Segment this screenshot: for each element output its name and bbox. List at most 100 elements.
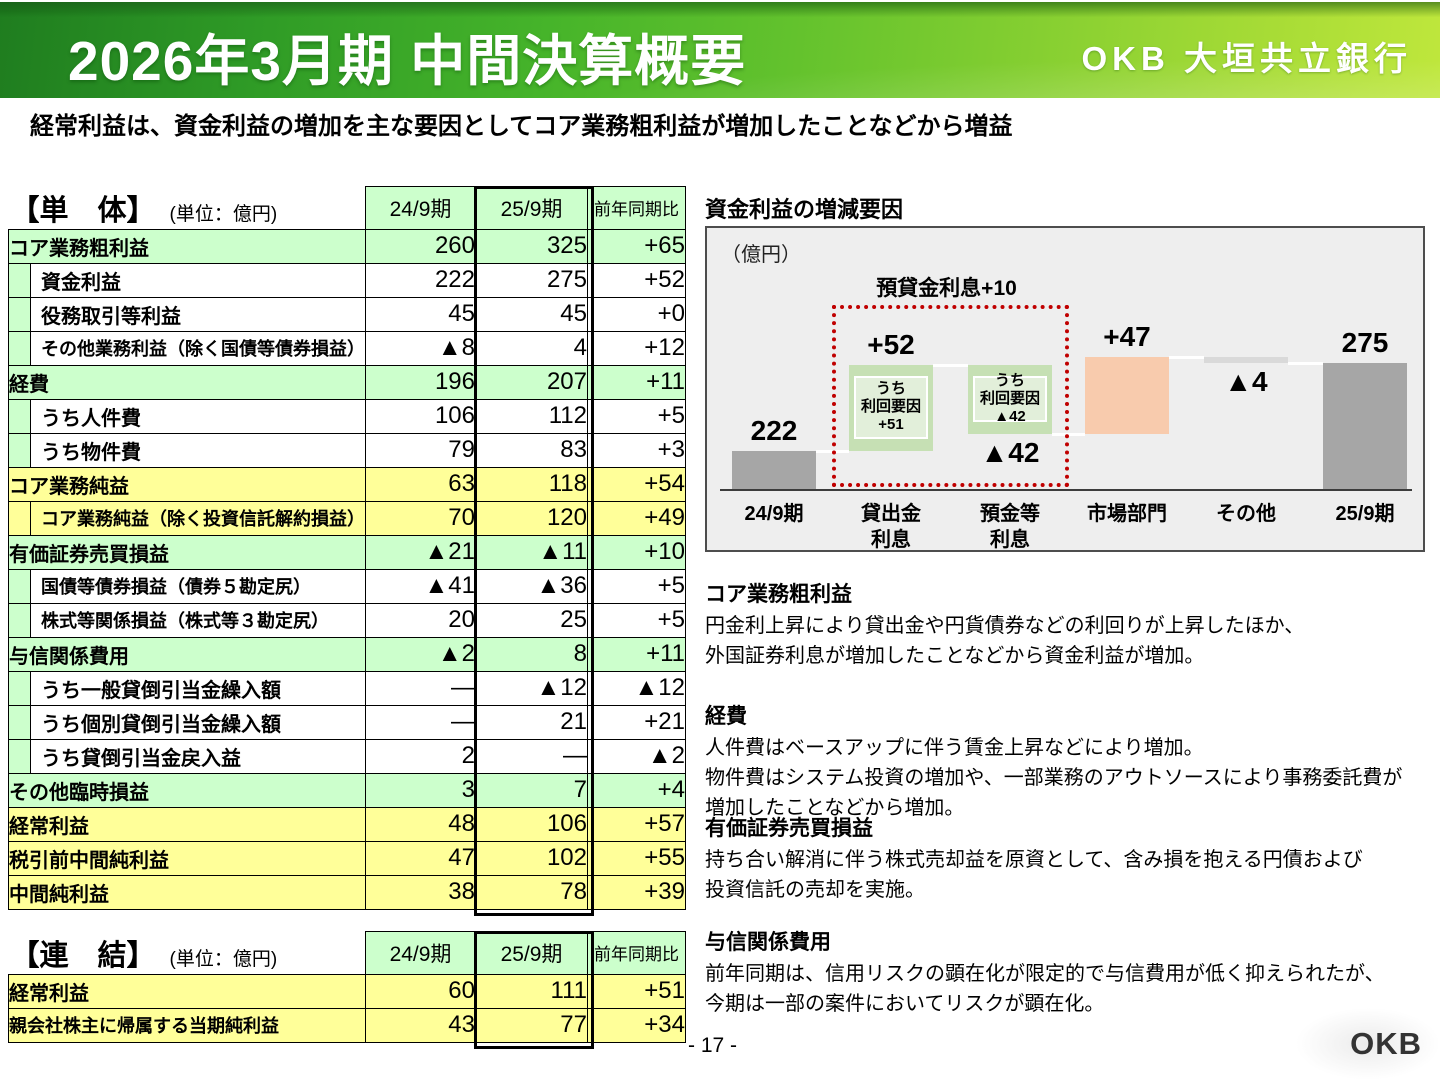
table-row: 国債等債券損益（債券５勘定尻） ▲41 ▲36 +5 (8, 568, 686, 604)
category-label: 預金等 利息 (980, 503, 1040, 551)
connector-line (1288, 362, 1323, 366)
cell-value: 325 (475, 228, 588, 264)
cell-value: 60 (365, 973, 476, 1009)
section-text-line: 持ち合い解消に伴う株式売却益を原資として、含み損を抱える円債および (705, 849, 1363, 871)
watermark-blob (1280, 1000, 1440, 1080)
cell-value: +55 (587, 840, 686, 876)
table-row: 経常利益 48 106 +57 (8, 806, 686, 842)
cell-value: 3 (365, 772, 476, 808)
waterfall-chart: （億円） 222 24/9期 うち 利回要因 +51 +52 貸出金 利息 うち 利回要因… (705, 226, 1425, 552)
table-row: うち一般貸倒引当金繰入額 — ▲12 ▲12 (8, 670, 686, 706)
bank-logo: OKB 大垣共立銀行 (1081, 40, 1412, 77)
category-label: その他 (1216, 503, 1276, 525)
row-label: うち貸倒引当金戻入益 (8, 738, 366, 774)
cell-value: 83 (475, 432, 588, 468)
cell-value: +3 (587, 432, 686, 468)
cell-value: 207 (475, 364, 588, 400)
row-label: うち一般貸倒引当金繰入額 (8, 670, 366, 706)
section-heading: コア業務粗利益 (705, 583, 852, 606)
cell-value: ▲2 (587, 738, 686, 774)
cell-value: 106 (475, 806, 588, 842)
row-label: うち物件費 (8, 432, 366, 468)
indent-strip (9, 332, 31, 364)
cell-value: 222 (365, 262, 476, 298)
cell-value: ▲41 (365, 568, 476, 604)
page-title: 2026年3月期 中間決算概要 (68, 30, 747, 92)
cell-value: ▲8 (365, 330, 476, 366)
cell-value: — (365, 704, 476, 740)
category-label: 市場部門 (1087, 503, 1167, 525)
banner: 2026年3月期 中間決算概要 OKB 大垣共立銀行 (0, 2, 1440, 98)
table-row: 株式等関係損益（株式等３勘定尻） 20 25 +5 (8, 602, 686, 638)
cell-value: — (365, 670, 476, 706)
cell-value: 196 (365, 364, 476, 400)
bar-value-label: 275 (1341, 327, 1389, 359)
cell-value: +5 (587, 398, 686, 434)
cell-value: 275 (475, 262, 588, 298)
connector-line (1169, 355, 1204, 359)
section-text-line: 投資信託の売却を実施。 (705, 879, 925, 901)
section-heading: 与信関係費用 (705, 931, 831, 954)
table-row: うち物件費 79 83 +3 (8, 432, 686, 468)
column-header: 25/9期 (475, 186, 588, 230)
cell-value: +54 (587, 466, 686, 502)
cell-value: 25 (475, 602, 588, 638)
cell-value: 70 (365, 500, 476, 536)
commentary-section: 与信関係費用前年同期は、信用リスクの顕在化が限定的で与信費用が低く抑えられたが、… (705, 926, 1435, 1019)
cell-value: ▲36 (475, 568, 588, 604)
cell-value: 8 (475, 636, 588, 672)
column-header: 前年同期比 (587, 186, 686, 230)
category-label: 24/9期 (744, 503, 804, 525)
cell-value: +12 (587, 330, 686, 366)
indent-strip (9, 740, 31, 772)
table-row: 役務取引等利益 45 45 +0 (8, 296, 686, 332)
cell-value: +65 (587, 228, 686, 264)
cell-value: 45 (475, 296, 588, 332)
row-label: 株式等関係損益（株式等３勘定尻） (8, 602, 366, 638)
cell-value: +34 (587, 1007, 686, 1043)
annotation-box (832, 305, 1069, 487)
bar-value-label: ▲42 (980, 437, 1040, 469)
cell-value: +21 (587, 704, 686, 740)
commentary-section: 経費 人件費はベースアップに伴う賃金上昇などにより増加。 物件費はシステム投資の増加… (705, 700, 1435, 823)
commentary-section: コア業務粗利益 円金利上昇により貸出金や円貨債券などの利回りが上昇したほか、 外国証… (705, 578, 1435, 671)
indent-strip (9, 264, 31, 296)
section-text-line: 人件費はベースアップに伴う賃金上昇などにより増加。 (705, 737, 1204, 759)
cell-value: 20 (365, 602, 476, 638)
cell-value: 48 (365, 806, 476, 842)
cell-value: +11 (587, 364, 686, 400)
row-label: 役務取引等利益 (8, 296, 366, 332)
standalone-table: 【単 体】 (単位：億円) 24/9期 25/9期 前年同期比 コア業務粗利益 260 325… (8, 186, 686, 916)
cell-value: 2 (365, 738, 476, 774)
indent-strip (9, 570, 31, 602)
x-axis-line (720, 489, 1412, 491)
section-text-line: 外国証券利息が増加したことなどから資金利益が増加。 (705, 645, 1205, 667)
row-label: 経常利益 (8, 806, 366, 842)
cell-value: +5 (587, 568, 686, 604)
cell-value: +11 (587, 636, 686, 672)
cell-value: 45 (365, 296, 476, 332)
row-label: コア業務純益（除く投資信託解約損益） (8, 500, 366, 536)
row-label: その他業務利益（除く国債等債券損益） (8, 330, 366, 366)
table-row: 資金利益 222 275 +52 (8, 262, 686, 298)
indent-strip (9, 434, 31, 466)
commentary-section: 有価証券売買損益 持ち合い解消に伴う株式売却益を原資として、含み損を抱える円債およ… (705, 812, 1435, 905)
category-label: 貸出金 利息 (861, 503, 921, 551)
bar-value-label: 222 (750, 415, 798, 446)
indent-strip (9, 298, 31, 330)
cell-value: 79 (365, 432, 476, 468)
cell-value: ▲11 (475, 534, 588, 570)
row-label: 税引前中間純利益 (8, 840, 366, 876)
table-row: 経費 196 207 +11 (8, 364, 686, 400)
section-text-line: 今期は一部の案件においてリスクが顕在化。 (705, 993, 1105, 1015)
table-title: 【単 体】 (単位：億円) (8, 186, 366, 229)
column-header: 前年同期比 (587, 931, 686, 975)
section-text-line: 前年同期は、信用リスクの顕在化が限定的で与信費用が低く抑えられたが、 (705, 963, 1385, 985)
connector-line (933, 363, 968, 367)
cell-value: 63 (365, 466, 476, 502)
cell-value: +39 (587, 874, 686, 910)
table-row: 税引前中間純利益 47 102 +55 (8, 840, 686, 876)
section-text-line: 増加したことなどから増加。 (705, 797, 965, 819)
section-text-line: 物件費はシステム投資の増加や、一部業務のアウトソースにより事務委託費が (705, 767, 1403, 789)
cell-value: ▲12 (475, 670, 588, 706)
